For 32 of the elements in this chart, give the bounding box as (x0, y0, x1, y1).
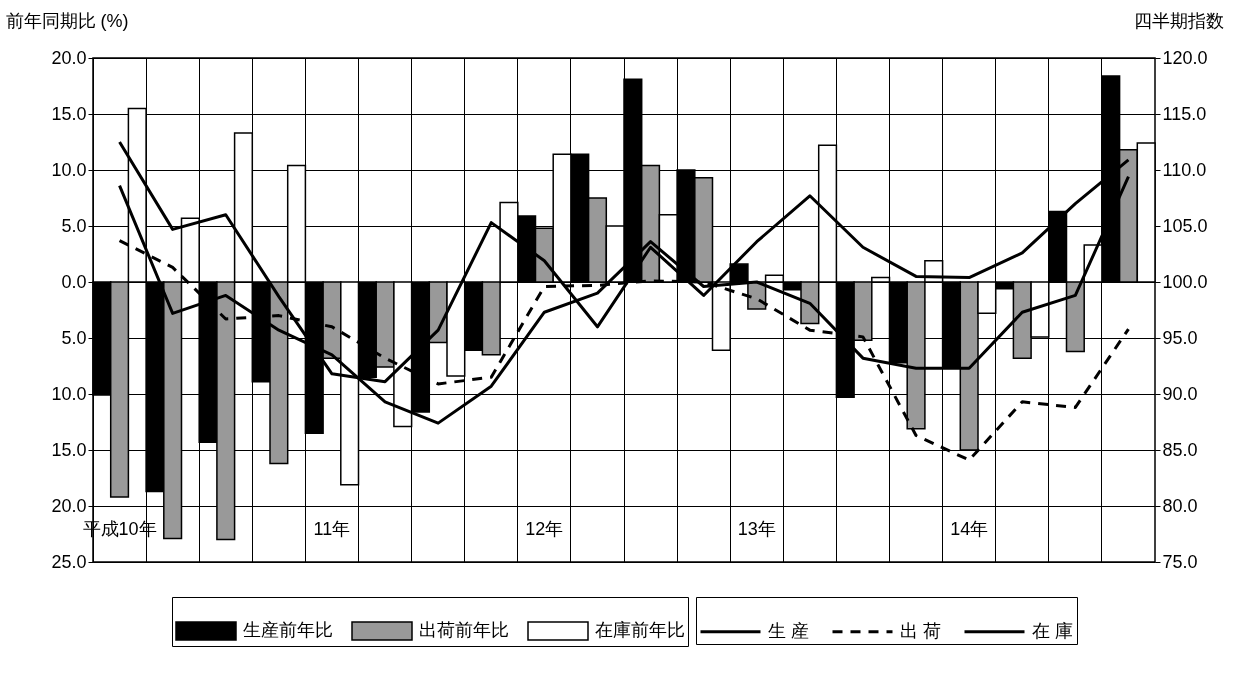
y2-tick-label: 110.0 (1162, 159, 1207, 180)
y-tick-label: 5.0 (61, 327, 87, 348)
y2-tick-label: 80.0 (1162, 495, 1198, 516)
legend-label: 在庫前年比 (595, 620, 685, 640)
y2-axis-title: 四半期指数 (1133, 10, 1224, 31)
y-tick-label: 10.0 (51, 159, 87, 180)
y-tick-label: 25.0 (51, 551, 87, 572)
x-tick-label: 13年 (737, 518, 776, 539)
y2-tick-label: 75.0 (1162, 551, 1198, 572)
legend-label: 在 庫 (1032, 620, 1074, 641)
y-tick-label: 20.0 (51, 47, 87, 68)
y2-tick-label: 85.0 (1162, 439, 1198, 460)
y2-tick-label: 115.0 (1162, 103, 1207, 124)
y-tick-label: 0.0 (61, 271, 87, 292)
y-tick-label: 15.0 (51, 439, 87, 460)
y2-tick-label: 90.0 (1162, 383, 1198, 404)
x-tick-label: 11年 (313, 518, 351, 539)
legend-label: 生産前年比 (243, 620, 333, 640)
y2-tick-label: 105.0 (1162, 215, 1208, 236)
y-tick-label: 5.0 (61, 215, 87, 236)
y-axis-title: 前年同期比 (%) (5, 10, 129, 31)
y2-tick-label: 120.0 (1162, 47, 1208, 68)
legend-label: 出 荷 (900, 620, 942, 641)
y-tick-label: 10.0 (51, 383, 87, 404)
legend-label: 出荷前年比 (419, 620, 509, 640)
y2-tick-label: 95.0 (1162, 327, 1198, 348)
y-tick-label: 20.0 (51, 495, 87, 516)
legend-label: 生 産 (768, 620, 810, 641)
y2-tick-label: 100.0 (1162, 271, 1208, 292)
x-tick-label: 14年 (950, 518, 989, 539)
x-tick-label: 12年 (525, 518, 564, 539)
y-tick-label: 15.0 (51, 103, 87, 124)
